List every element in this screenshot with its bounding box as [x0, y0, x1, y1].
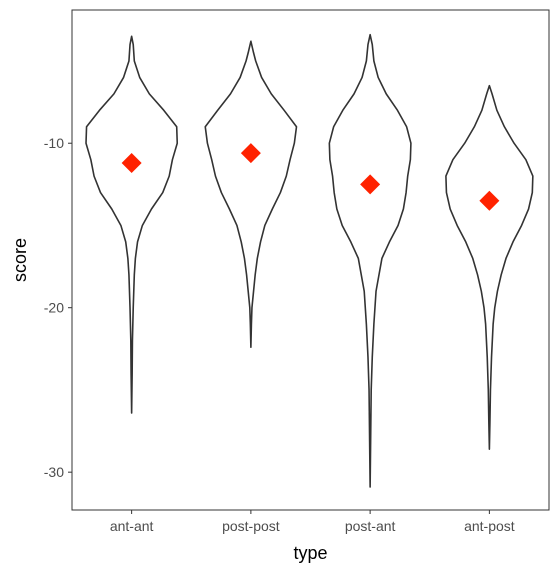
- x-axis-title: type: [293, 543, 327, 563]
- mean-marker-post-ant: [360, 174, 381, 195]
- mean-marker-ant-post: [479, 190, 500, 211]
- x-tick-label: ant-post: [464, 518, 515, 534]
- violin-post-ant: [328, 33, 412, 488]
- mean-marker-post-post: [240, 143, 261, 164]
- y-tick-label: -30: [44, 464, 64, 480]
- y-tick-label: -10: [44, 135, 64, 151]
- y-tick-label: -20: [44, 300, 64, 316]
- y-axis-title: score: [10, 238, 30, 282]
- means-layer: [121, 143, 500, 211]
- x-tick-label: post-ant: [345, 518, 396, 534]
- violin-ant-post: [445, 84, 534, 450]
- y-axis: -30 -20 -10: [44, 135, 72, 480]
- violins-layer: [85, 33, 534, 488]
- violin-ant-ant: [85, 35, 179, 414]
- panel-border: [71, 9, 550, 511]
- x-axis: ant-ant post-post post-ant ant-post: [110, 510, 515, 534]
- violin-post-post: [204, 40, 298, 348]
- x-tick-label: ant-ant: [110, 518, 154, 534]
- panel-background: [72, 10, 549, 510]
- x-tick-label: post-post: [222, 518, 280, 534]
- mean-marker-ant-ant: [121, 152, 142, 173]
